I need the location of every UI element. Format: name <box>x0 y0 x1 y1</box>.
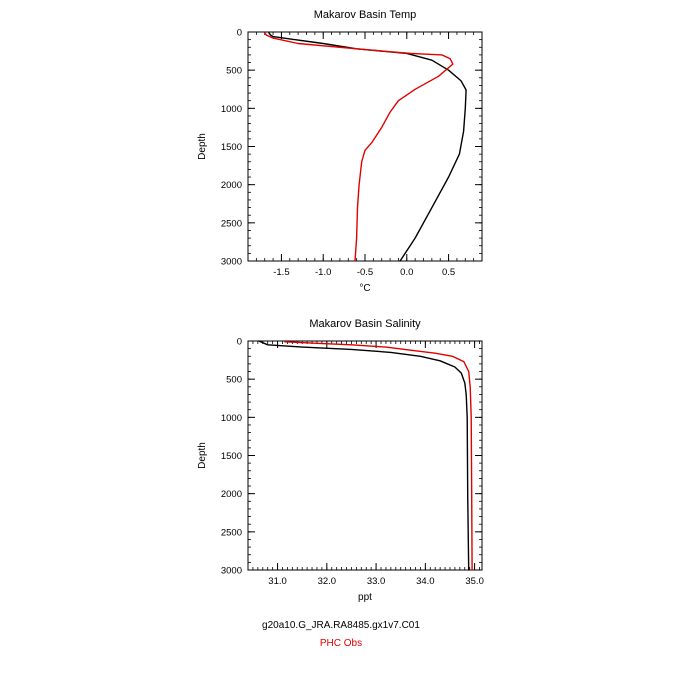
x-axis-label: ppt <box>358 592 372 603</box>
y-tick-label: 500 <box>226 375 242 386</box>
y-tick-label: 2000 <box>221 180 242 191</box>
temp-panel: Makarov Basin Temp -1.5 -1.0 -0.5 0.0 0.5 0 500… <box>197 9 483 294</box>
legend-obs-label: PHC Obs <box>320 638 362 649</box>
x-tick-label: 34.0 <box>416 576 435 587</box>
plot-frame <box>247 31 483 262</box>
obs-series-line <box>284 341 473 571</box>
legend-model-label: g20a10.G_JRA.RA8485.gx1v7.C01 <box>262 620 420 631</box>
plot-frame <box>247 340 483 571</box>
y-tick-label: 1000 <box>221 104 242 115</box>
y-tick-label: 2000 <box>221 489 242 500</box>
y-axis-label: Depth <box>197 442 208 469</box>
y-tick-label: 2500 <box>221 218 242 229</box>
y-tick-label: 3000 <box>221 257 242 268</box>
model-series-line <box>258 340 470 571</box>
x-axis-label: °C <box>359 283 370 294</box>
y-axis-label: Depth <box>197 133 208 160</box>
y-tick-label: 3000 <box>221 566 242 577</box>
x-tick-label: -0.5 <box>357 267 373 278</box>
chart-title: Makarov Basin Temp <box>314 9 417 21</box>
x-tick-label: 32.0 <box>318 576 337 587</box>
y-tick-label: 2500 <box>221 527 242 538</box>
y-tick-label: 0 <box>237 337 242 348</box>
x-tick-label: 33.0 <box>367 576 386 587</box>
obs-series-line <box>264 32 454 262</box>
chart-title: Makarov Basin Salinity <box>309 318 421 330</box>
y-tick-label: 500 <box>226 66 242 77</box>
x-tick-label: -1.0 <box>315 267 331 278</box>
y-tick-label: 1000 <box>221 413 242 424</box>
y-tick-label: 0 <box>237 28 242 39</box>
model-series-line <box>268 32 467 262</box>
y-tick-label: 1500 <box>221 142 242 153</box>
x-tick-label: 0.5 <box>442 267 455 278</box>
y-tick-label: 1500 <box>221 451 242 462</box>
x-tick-label: 0.0 <box>400 267 413 278</box>
x-tick-label: 31.0 <box>268 576 287 587</box>
x-tick-label: 35.0 <box>465 576 484 587</box>
x-tick-label: -1.5 <box>273 267 289 278</box>
salinity-panel: Makarov Basin Salinity 31.0 32.0 33.0 34.0 35… <box>197 318 484 603</box>
